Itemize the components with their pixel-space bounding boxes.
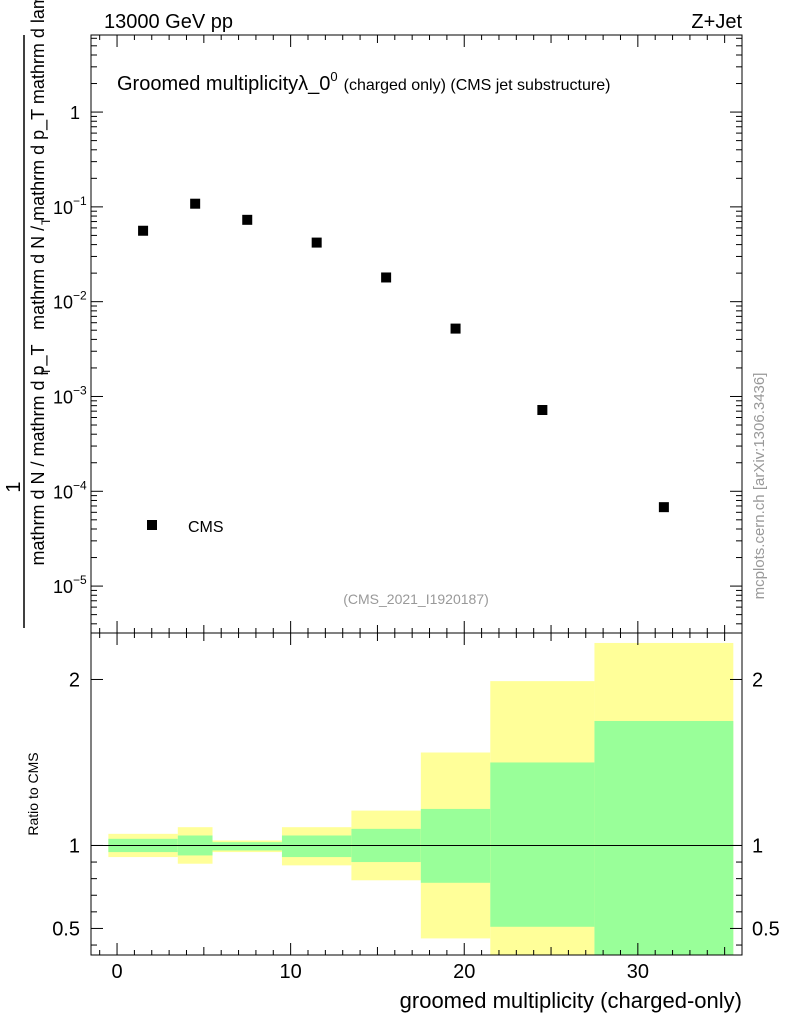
process-label: Z+Jet (691, 11, 742, 33)
data-point (311, 237, 322, 248)
data-point (138, 225, 149, 236)
ratio-frame (90, 632, 743, 956)
data-point (381, 272, 392, 283)
y-tick-label: 10−5 (53, 573, 87, 597)
y-tick-label: 10−2 (53, 289, 87, 313)
x-tick-label: 30 (627, 961, 649, 983)
x-axis-label: groomed multiplicity (charged-only) (400, 988, 742, 1013)
stat-uncertainty-band (594, 720, 734, 955)
ratio-y-ticks: 0.5 0.5 1 1 2 2 (52, 669, 780, 946)
y-tick-label: 10−4 (53, 478, 87, 502)
ratio-tick-label-right: 1 (752, 835, 763, 857)
main-frame (90, 34, 743, 634)
y-tick-label: 10−1 (53, 194, 87, 218)
ylabel-pt-subscript: T (39, 217, 53, 225)
ylabel-denominator-pt-subscript: T (39, 367, 53, 375)
source-label: mcplots.cern.ch [arXiv:1306.3436] (751, 373, 768, 600)
stat-uncertainty-band (490, 762, 595, 927)
x-axis-ticks: 0 10 20 30 (99, 35, 726, 983)
data-point (190, 198, 201, 209)
cms-data-points (138, 198, 669, 513)
y-tick-label: 10−3 (53, 383, 87, 407)
data-point (537, 405, 548, 416)
ratio-plot-panel: 0.5 0.5 1 1 2 2 0 10 20 30 Ratio to CMS groomed … (25, 35, 780, 1013)
ratio-tick-label-right: 0.5 (752, 918, 780, 940)
legend-marker (147, 520, 157, 530)
ratio-tick-label-left: 1 (69, 835, 80, 857)
x-tick-label: 0 (111, 961, 122, 983)
ratio-tick-label-left: 0.5 (52, 918, 80, 940)
x-tick-label: 20 (453, 961, 475, 983)
main-y-ticks: 10−5 10−4 10−3 10−2 10−1 1 (53, 37, 742, 625)
stat-uncertainty-band (281, 835, 352, 858)
data-point (242, 214, 253, 225)
data-point (658, 502, 669, 513)
legend-label: CMS (188, 519, 224, 536)
ratio-ylabel: Ratio to CMS (25, 752, 41, 835)
main-ylabel: 1 mathrm d N / mathrm d p_T mathrm d lam… (3, 0, 53, 628)
data-point (450, 323, 461, 334)
y-tick-label: 1 (70, 103, 80, 123)
main-plot-panel: Groomed multiplicityλ_00(charged only) (… (53, 34, 743, 634)
stat-uncertainty-band (212, 842, 282, 851)
ylabel-inner-fraction: mathrm d N / mathrm d p_T mathrm d lambd… (28, 0, 49, 330)
ylabel-one: 1 (3, 481, 25, 492)
energy-label: 13000 GeV pp (104, 11, 233, 33)
analysis-watermark: (CMS_2021_I1920187) (343, 591, 489, 607)
ratio-bands (108, 642, 734, 955)
x-tick-label: 10 (280, 961, 302, 983)
plot-title: Groomed multiplicityλ_00(charged only) (… (117, 69, 610, 95)
ylabel-denominator: mathrm d N / mathrm d p_T (28, 344, 49, 565)
ratio-tick-label-left: 2 (69, 669, 80, 691)
ratio-tick-label-right: 2 (752, 669, 763, 691)
